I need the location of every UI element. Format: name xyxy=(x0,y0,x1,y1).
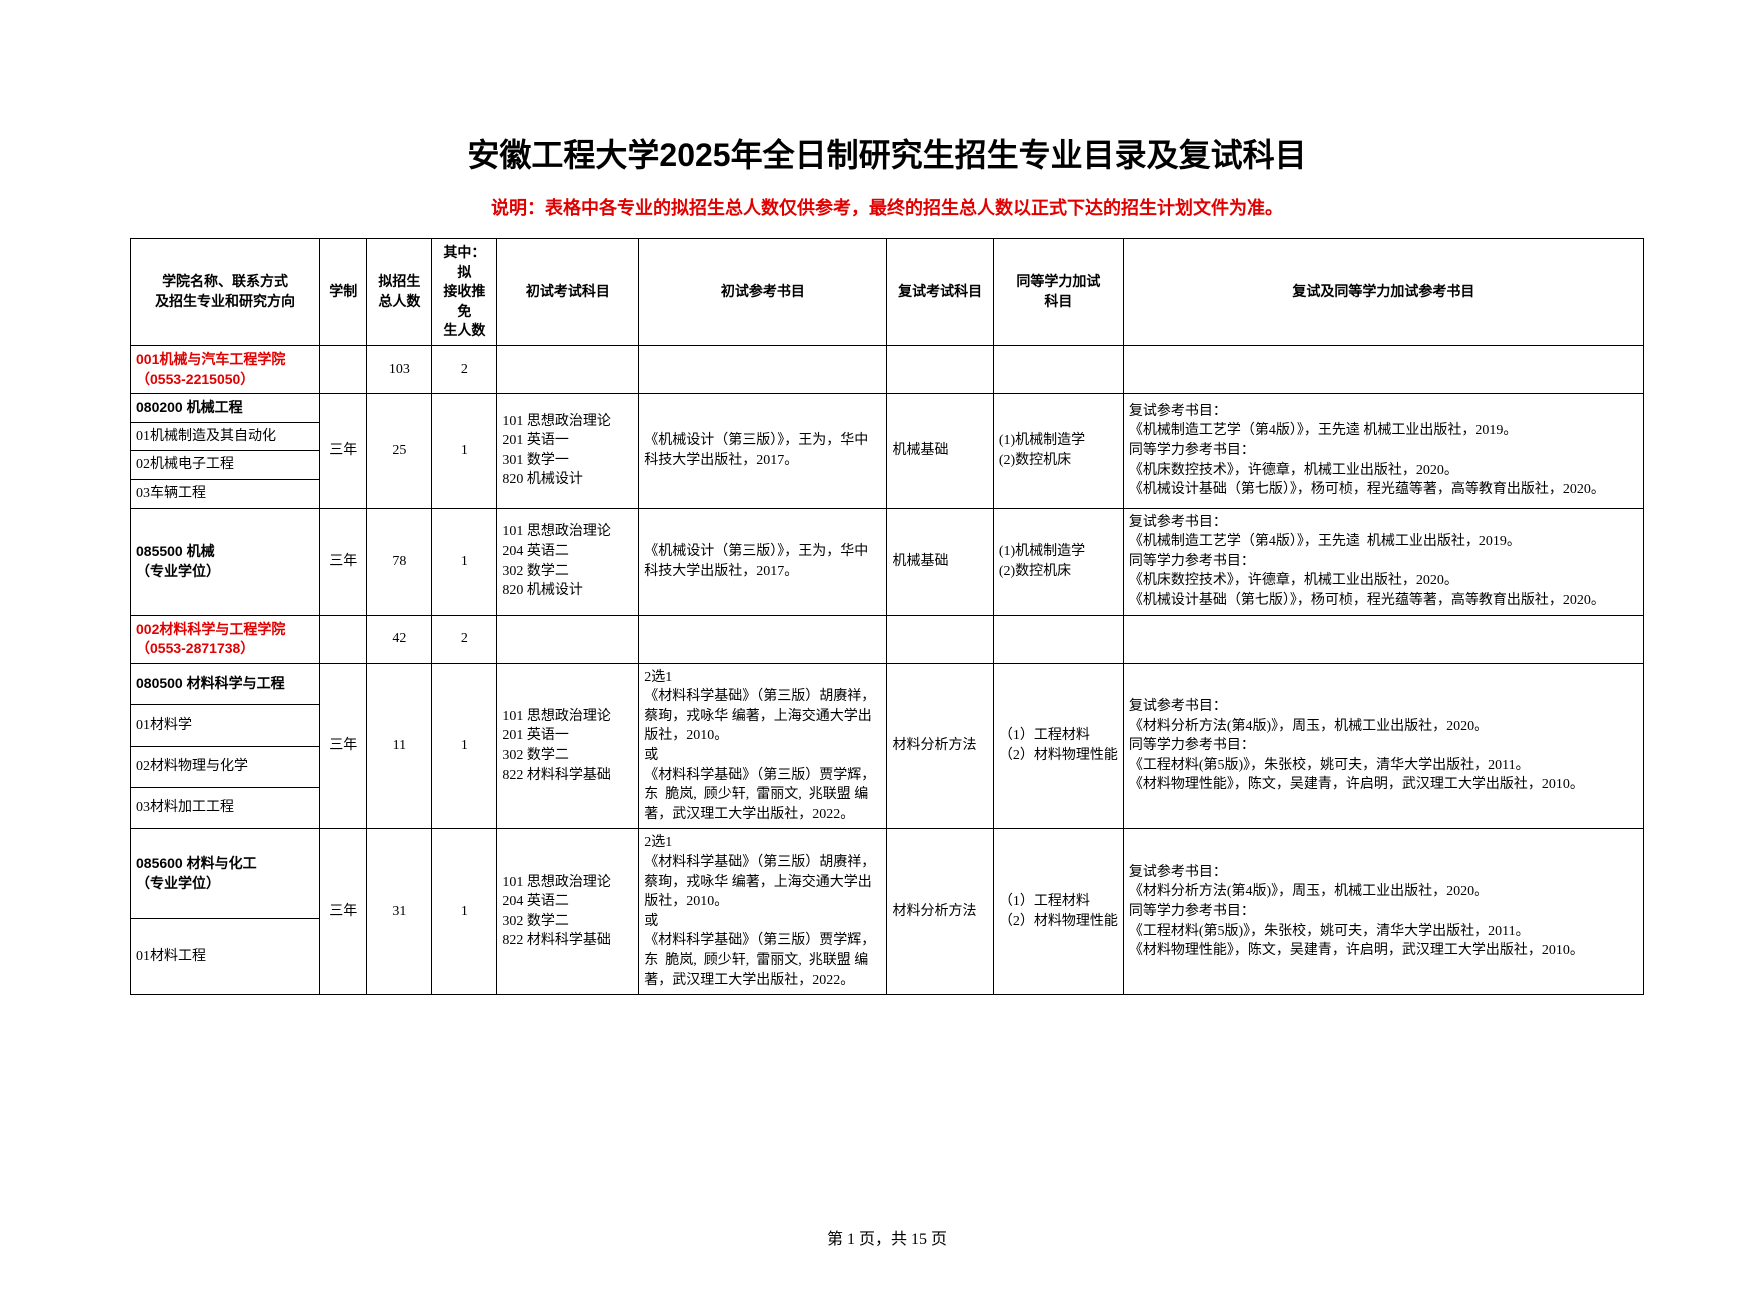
th-dept: 学院名称、联系方式 及招生专业和研究方向 xyxy=(131,239,320,346)
dept-row: 001机械与汽车工程学院 （0553-2215050） 103 2 xyxy=(131,345,1644,393)
table-row: 085500 机械 （专业学位） 三年 78 1 101 思想政治理论 204 … xyxy=(131,508,1644,615)
ref-first-cell: 2选1 《材料科学基础》（第三版）胡赓祥，蔡珣，戎咏华 编著，上海交通大学出版社… xyxy=(639,829,887,995)
tuimian-cell: 1 xyxy=(432,508,497,615)
direction-cell: 01材料工程 xyxy=(131,918,320,994)
major-cell: 085600 材料与化工 （专业学位） xyxy=(131,829,320,918)
dept-name: 001机械与汽车工程学院 （0553-2215050） xyxy=(131,345,320,393)
addon-cell: (1)机械制造学 (2)数控机床 xyxy=(993,394,1123,508)
system-cell: 三年 xyxy=(320,394,367,508)
exam-second-cell: 材料分析方法 xyxy=(887,663,993,829)
dept-plan: 103 xyxy=(367,345,432,393)
addon-cell: （1）工程材料 （2）材料物理性能 xyxy=(993,829,1123,995)
direction-cell: 03材料加工工程 xyxy=(131,788,320,829)
exam-second-cell: 机械基础 xyxy=(887,394,993,508)
system-cell: 三年 xyxy=(320,508,367,615)
ref-first-cell: 《机械设计（第三版）》，王为，华中科技大学出版社，2017。 xyxy=(639,394,887,508)
plan-cell: 78 xyxy=(367,508,432,615)
system-cell: 三年 xyxy=(320,663,367,829)
th-exam-first: 初试考试科目 xyxy=(497,239,639,346)
system-cell: 三年 xyxy=(320,829,367,995)
addon-cell: (1)机械制造学 (2)数控机床 xyxy=(993,508,1123,615)
exam-first-cell: 101 思想政治理论 201 英语一 302 数学二 822 材料科学基础 xyxy=(497,663,639,829)
header-row: 学院名称、联系方式 及招生专业和研究方向 学制 拟招生 总人数 其中：拟 接收推… xyxy=(131,239,1644,346)
direction-cell: 01材料学 xyxy=(131,705,320,746)
direction-cell: 03车辆工程 xyxy=(131,479,320,508)
plan-cell: 11 xyxy=(367,663,432,829)
th-system: 学制 xyxy=(320,239,367,346)
th-exam-second: 复试考试科目 xyxy=(887,239,993,346)
th-plan: 拟招生 总人数 xyxy=(367,239,432,346)
plan-cell: 31 xyxy=(367,829,432,995)
exam-second-cell: 机械基础 xyxy=(887,508,993,615)
instruction-text: 说明：表格中各专业的拟招生总人数仅供参考，最终的招生总人数以正式下达的招生计划文… xyxy=(130,194,1644,220)
ref-second-cell: 复试参考书目： 《机械制造工艺学（第4版）》，王先逵 机械工业出版社，2019。… xyxy=(1123,508,1643,615)
exam-first-cell: 101 思想政治理论 204 英语二 302 数学二 822 材料科学基础 xyxy=(497,829,639,995)
th-ref-first: 初试参考书目 xyxy=(639,239,887,346)
page-footer: 第 1 页，共 15 页 xyxy=(130,1225,1644,1249)
page-title: 安徽工程大学2025年全日制研究生招生专业目录及复试科目 xyxy=(130,130,1644,176)
exam-first-cell: 101 思想政治理论 201 英语一 301 数学一 820 机械设计 xyxy=(497,394,639,508)
th-addon: 同等学力加试 科目 xyxy=(993,239,1123,346)
table-row: 080500 材料科学与工程 三年 11 1 101 思想政治理论 201 英语… xyxy=(131,663,1644,704)
ref-second-cell: 复试参考书目： 《材料分析方法(第4版)》，周玉，机械工业出版社，2020。 同… xyxy=(1123,663,1643,829)
major-cell: 080500 材料科学与工程 xyxy=(131,663,320,704)
catalog-table: 学院名称、联系方式 及招生专业和研究方向 学制 拟招生 总人数 其中：拟 接收推… xyxy=(130,238,1644,995)
dept-tuimian: 2 xyxy=(432,345,497,393)
major-cell: 085500 机械 （专业学位） xyxy=(131,508,320,615)
th-ref-second: 复试及同等学力加试参考书目 xyxy=(1123,239,1643,346)
tuimian-cell: 1 xyxy=(432,663,497,829)
plan-cell: 25 xyxy=(367,394,432,508)
major-cell: 080200 机械工程 xyxy=(131,394,320,423)
direction-cell: 01机械制造及其自动化 xyxy=(131,422,320,451)
ref-first-cell: 《机械设计（第三版）》，王为，华中科技大学出版社，2017。 xyxy=(639,508,887,615)
dept-name: 002材料科学与工程学院 （0553-2871738） xyxy=(131,615,320,663)
ref-second-cell: 复试参考书目： 《机械制造工艺学（第4版）》，王先逵 机械工业出版社，2019。… xyxy=(1123,394,1643,508)
table-row: 080200 机械工程 三年 25 1 101 思想政治理论 201 英语一 3… xyxy=(131,394,1644,423)
exam-first-cell: 101 思想政治理论 204 英语二 302 数学二 820 机械设计 xyxy=(497,508,639,615)
tuimian-cell: 1 xyxy=(432,829,497,995)
direction-cell: 02机械电子工程 xyxy=(131,451,320,480)
dept-row: 002材料科学与工程学院 （0553-2871738） 42 2 xyxy=(131,615,1644,663)
tuimian-cell: 1 xyxy=(432,394,497,508)
ref-first-cell: 2选1 《材料科学基础》（第三版）胡赓祥，蔡珣，戎咏华 编著，上海交通大学出版社… xyxy=(639,663,887,829)
addon-cell: （1）工程材料 （2）材料物理性能 xyxy=(993,663,1123,829)
table-row: 085600 材料与化工 （专业学位） 三年 31 1 101 思想政治理论 2… xyxy=(131,829,1644,918)
dept-plan: 42 xyxy=(367,615,432,663)
ref-second-cell: 复试参考书目： 《材料分析方法(第4版)》，周玉，机械工业出版社，2020。 同… xyxy=(1123,829,1643,995)
dept-tuimian: 2 xyxy=(432,615,497,663)
direction-cell: 02材料物理与化学 xyxy=(131,746,320,787)
exam-second-cell: 材料分析方法 xyxy=(887,829,993,995)
th-tuimian: 其中：拟 接收推免 生人数 xyxy=(432,239,497,346)
